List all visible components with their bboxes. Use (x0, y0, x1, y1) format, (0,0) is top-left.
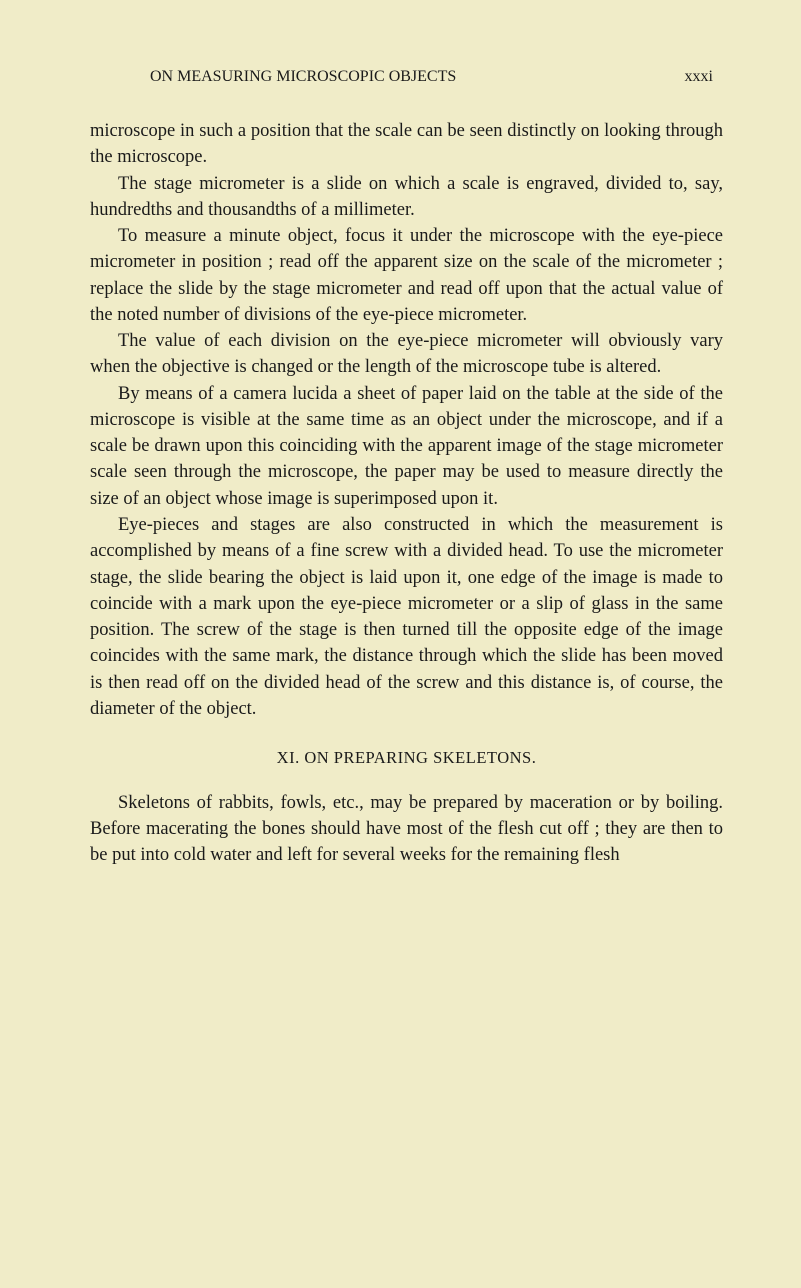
paragraph-4: The value of each division on the eye-pi… (90, 328, 723, 381)
section-heading: XI. ON PREPARING SKELETONS. (90, 746, 723, 769)
paragraph-6: Eye-pieces and stages are also construct… (90, 512, 723, 722)
paragraph-3: To measure a minute object, focus it und… (90, 223, 723, 328)
paragraph-5: By means of a camera lucida a sheet of p… (90, 381, 723, 512)
page-number: xxxi (685, 68, 713, 86)
paragraph-2: The stage micrometer is a slide on which… (90, 171, 723, 224)
page-container: ON MEASURING MICROSCOPIC OBJECTS xxxi mi… (0, 0, 801, 928)
paragraph-1: microscope in such a position that the s… (90, 118, 723, 171)
body-text: microscope in such a position that the s… (90, 118, 723, 868)
header-title: ON MEASURING MICROSCOPIC OBJECTS (150, 68, 456, 86)
page-header: ON MEASURING MICROSCOPIC OBJECTS xxxi (90, 68, 723, 86)
paragraph-7: Skeletons of rabbits, fowls, etc., may b… (90, 790, 723, 869)
